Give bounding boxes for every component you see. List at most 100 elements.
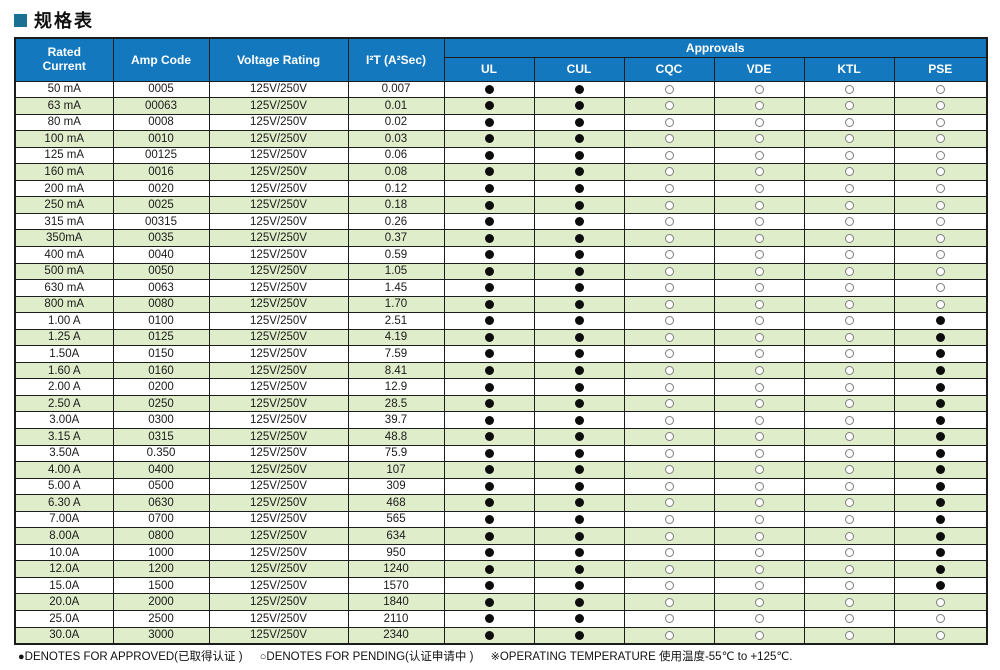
approval-cell-ul (443, 130, 535, 148)
approval-cell-vde (713, 113, 805, 132)
approval-cell-pse (893, 97, 988, 115)
table-header: Rated Current Amp Code Voltage Rating I²… (14, 37, 988, 82)
approved-dot-icon (935, 415, 945, 425)
voltage-rating-cell: 125V/250V (208, 97, 349, 115)
approval-cell-cul (533, 113, 625, 132)
approved-dot-icon (484, 84, 494, 94)
approved-dot-icon (574, 266, 584, 276)
voltage-rating-cell: 125V/250V (208, 328, 349, 347)
approval-cell-ktl (803, 610, 895, 628)
approval-cell-vde (713, 427, 805, 446)
voltage-rating-cell: 125V/250V (208, 345, 349, 363)
table-row: 30.0A 3000 125V/250V 2340 (14, 626, 988, 645)
approval-cell-vde (713, 97, 805, 115)
amp-code-cell: 0160 (112, 361, 210, 380)
approval-cell-ul (443, 279, 535, 297)
table-row: 400 mA 0040 125V/250V 0.59 (14, 245, 988, 264)
table-row: 500 mA 0050 125V/250V 1.05 (14, 262, 988, 281)
pending-dot-icon (664, 548, 674, 558)
pending-dot-icon (754, 581, 764, 591)
approval-cell-pse (893, 196, 988, 214)
approval-cell-ktl (803, 576, 895, 595)
approved-dot-icon (935, 349, 945, 359)
i2t-cell: 1240 (347, 560, 445, 578)
table-row: 10.0A 1000 125V/250V 950 (14, 543, 988, 562)
pending-dot-icon (844, 548, 854, 558)
approval-cell-cul (533, 279, 625, 297)
approval-cell-ktl (803, 295, 895, 314)
approved-dot-icon (935, 465, 945, 475)
legend-note: ※OPERATING TEMPERATURE 使用温度-55℃ to +125℃… (491, 651, 793, 663)
pending-dot-icon (664, 167, 674, 177)
approved-dot-icon (484, 233, 494, 243)
approved-dot-icon (484, 548, 494, 558)
approved-dot-icon (574, 316, 584, 326)
approval-cell-pse (893, 626, 988, 645)
approval-cell-pse (893, 378, 988, 396)
approval-cell-cqc (623, 113, 715, 132)
approval-cell-ktl (803, 146, 895, 165)
pending-dot-icon (844, 217, 854, 227)
voltage-rating-cell: 125V/250V (208, 146, 349, 165)
approval-cell-cqc (623, 378, 715, 396)
approval-cell-ktl (803, 328, 895, 347)
pending-dot-icon (754, 481, 764, 491)
i2t-cell: 468 (347, 494, 445, 512)
pending-dot-icon (935, 299, 945, 309)
pending-dot-icon (754, 366, 764, 376)
pending-dot-icon (754, 150, 764, 160)
approval-cell-ul (443, 510, 535, 529)
pending-dot-icon (935, 167, 945, 177)
approved-dot-icon (574, 415, 584, 425)
pending-dot-icon (844, 250, 854, 260)
approval-cell-ktl (803, 179, 895, 198)
approval-cell-pse (893, 527, 988, 545)
approval-cell-vde (713, 312, 805, 330)
approval-cell-pse (893, 444, 988, 463)
approval-cell-pse (893, 163, 988, 181)
approval-cell-cqc (623, 593, 715, 611)
approved-dot-icon (484, 200, 494, 210)
approval-cell-cul (533, 411, 625, 429)
voltage-rating-cell: 125V/250V (208, 427, 349, 446)
approval-cell-pse (893, 146, 988, 165)
approval-cell-vde (713, 494, 805, 512)
approval-cell-ktl (803, 262, 895, 281)
header-agency-ul: UL (443, 56, 535, 82)
amp-code-cell: 0150 (112, 345, 210, 363)
approval-cell-cqc (623, 262, 715, 281)
approval-cell-cul (533, 510, 625, 529)
approval-cell-vde (713, 610, 805, 628)
table-row: 80 mA 0008 125V/250V 0.02 (14, 113, 988, 132)
pending-dot-icon (844, 597, 854, 607)
approved-dot-icon (484, 150, 494, 160)
rated-current-cell: 800 mA (14, 295, 114, 314)
approved-dot-icon (484, 266, 494, 276)
amp-code-cell: 0080 (112, 295, 210, 314)
approval-cell-ktl (803, 130, 895, 148)
approved-dot-icon (484, 465, 494, 475)
rated-current-cell: 125 mA (14, 146, 114, 165)
table-row: 1.50A 0150 125V/250V 7.59 (14, 345, 988, 363)
i2t-cell: 0.37 (347, 229, 445, 247)
approval-cell-cqc (623, 179, 715, 198)
approval-cell-ul (443, 113, 535, 132)
pending-dot-icon (754, 531, 764, 541)
pending-dot-icon (754, 217, 764, 227)
pending-dot-icon (844, 184, 854, 194)
page-title-row: 规格表 (14, 7, 94, 33)
approval-cell-cqc (623, 610, 715, 628)
approval-cell-vde (713, 394, 805, 413)
pending-dot-icon (844, 415, 854, 425)
pending-dot-icon (844, 283, 854, 293)
pending-dot-icon (664, 399, 674, 409)
pending-dot-icon (844, 117, 854, 127)
approved-dot-icon (484, 630, 494, 640)
approved-dot-icon (484, 316, 494, 326)
amp-code-cell: 0020 (112, 179, 210, 198)
header-agency-vde: VDE (713, 56, 805, 82)
approval-cell-cul (533, 212, 625, 231)
approved-dot-icon (935, 316, 945, 326)
amp-code-cell: 0100 (112, 312, 210, 330)
approval-cell-cqc (623, 245, 715, 264)
